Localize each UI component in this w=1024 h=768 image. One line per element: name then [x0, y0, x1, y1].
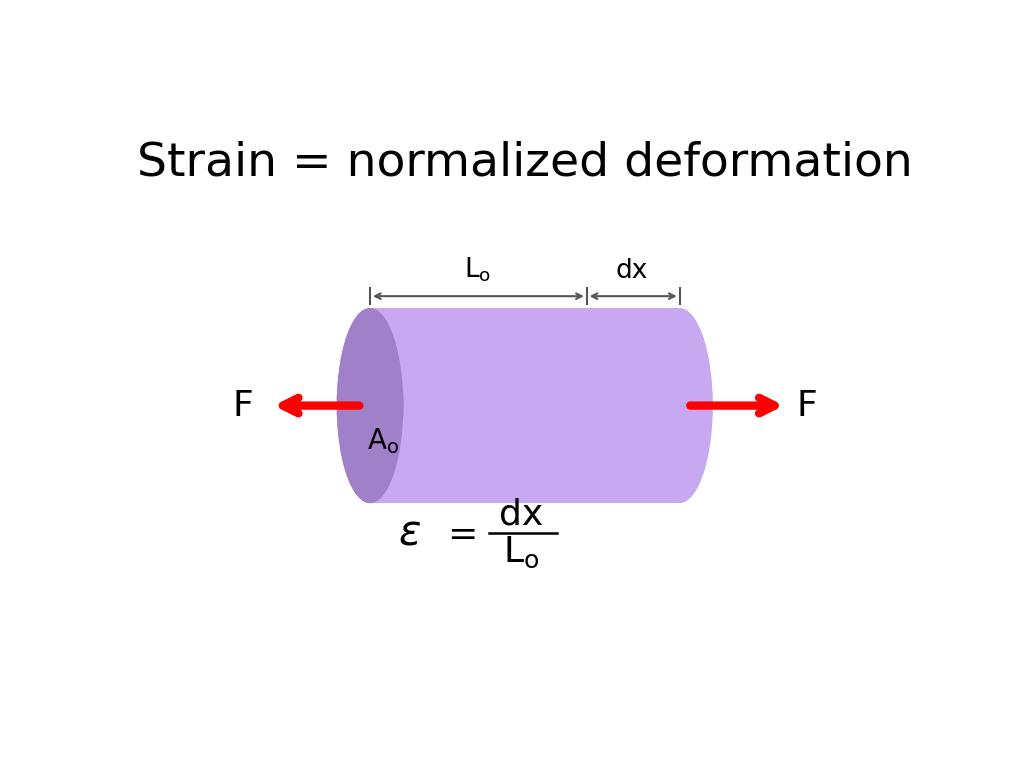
Ellipse shape — [646, 308, 713, 503]
Text: dx: dx — [499, 498, 543, 532]
Text: F: F — [232, 389, 254, 422]
Text: A$_\mathregular{o}$: A$_\mathregular{o}$ — [368, 426, 399, 456]
Text: Strain = normalized deformation: Strain = normalized deformation — [137, 141, 912, 186]
Ellipse shape — [337, 308, 403, 503]
Text: $\varepsilon$: $\varepsilon$ — [398, 511, 421, 554]
Text: F: F — [796, 389, 817, 422]
Bar — [370, 308, 680, 503]
Text: $=$: $=$ — [439, 516, 475, 550]
Ellipse shape — [337, 308, 403, 503]
Text: L$_\mathregular{o}$: L$_\mathregular{o}$ — [464, 256, 490, 284]
Text: dx: dx — [615, 258, 648, 284]
Text: L$_\mathregular{o}$: L$_\mathregular{o}$ — [503, 535, 539, 570]
Bar — [370, 308, 403, 503]
